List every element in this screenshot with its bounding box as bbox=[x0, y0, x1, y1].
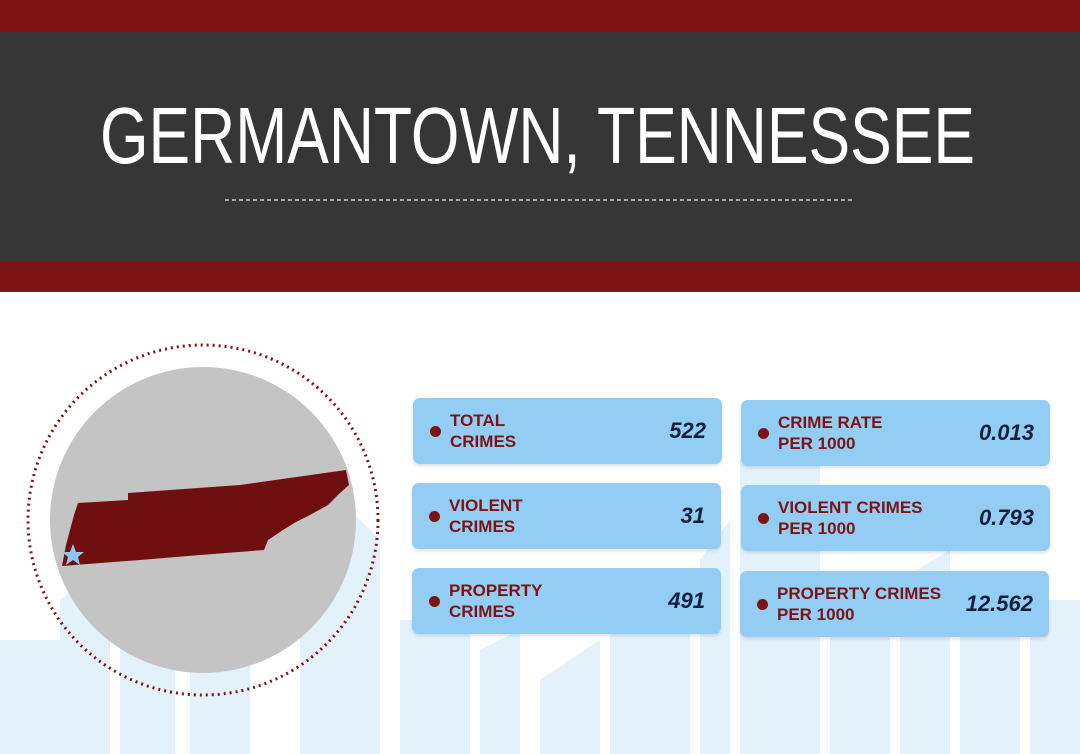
label-line: VIOLENT CRIMES bbox=[778, 498, 923, 517]
bullet bbox=[430, 426, 441, 437]
stat-value: 12.562 bbox=[965, 591, 1033, 616]
stat-card: CRIME RATE PER 1000 0.013 bbox=[741, 400, 1050, 466]
stat-label: PROPERTY CRIMES bbox=[449, 580, 543, 622]
stat-value: 31 bbox=[680, 503, 705, 528]
bullet bbox=[758, 428, 769, 439]
stat-value: 522 bbox=[669, 418, 706, 443]
label-line: CRIMES bbox=[449, 602, 516, 621]
bullet bbox=[429, 596, 440, 607]
title: GERMANTOWN, TENNESSEE bbox=[100, 91, 975, 180]
label-line: PER 1000 bbox=[778, 434, 856, 453]
bullet bbox=[429, 511, 440, 522]
label-line: PROPERTY bbox=[449, 581, 543, 600]
label-line: CRIMES bbox=[450, 432, 517, 451]
label-line: CRIMES bbox=[449, 517, 516, 536]
top-band bbox=[0, 0, 1080, 32]
stat-value: 0.793 bbox=[978, 505, 1034, 530]
label-line: VIOLENT bbox=[449, 496, 523, 515]
stat-label: VIOLENT CRIMES PER 1000 bbox=[778, 497, 923, 539]
label-line: CRIME RATE bbox=[778, 413, 883, 432]
stat-value: 491 bbox=[668, 588, 705, 613]
dotted-ring bbox=[26, 343, 380, 697]
tennessee-map bbox=[62, 470, 349, 566]
header-band bbox=[0, 32, 1080, 262]
label-line: PROPERTY CRIMES bbox=[777, 584, 942, 603]
stat-card: TOTAL CRIMES 522 bbox=[413, 398, 722, 464]
bottom-band bbox=[0, 262, 1080, 292]
stat-value: 0.013 bbox=[978, 420, 1034, 445]
location-star bbox=[62, 544, 84, 565]
bullet bbox=[757, 599, 768, 610]
stat-card: PROPERTY CRIMES PER 1000 12.562 bbox=[740, 571, 1049, 637]
stat-label: TOTAL CRIMES bbox=[450, 410, 516, 452]
stat-card: PROPERTY CRIMES 491 bbox=[412, 568, 721, 634]
stat-card: VIOLENT CRIMES PER 1000 0.793 bbox=[741, 485, 1050, 551]
stat-label: PROPERTY CRIMES PER 1000 bbox=[777, 583, 941, 625]
stat-label: VIOLENT CRIMES bbox=[449, 495, 523, 537]
label-line: PER 1000 bbox=[777, 605, 855, 624]
stat-label: CRIME RATE PER 1000 bbox=[778, 412, 883, 454]
label-line: TOTAL bbox=[450, 411, 506, 430]
label-line: PER 1000 bbox=[778, 519, 856, 538]
bullet bbox=[758, 513, 769, 524]
stat-card: VIOLENT CRIMES 31 bbox=[412, 483, 721, 549]
